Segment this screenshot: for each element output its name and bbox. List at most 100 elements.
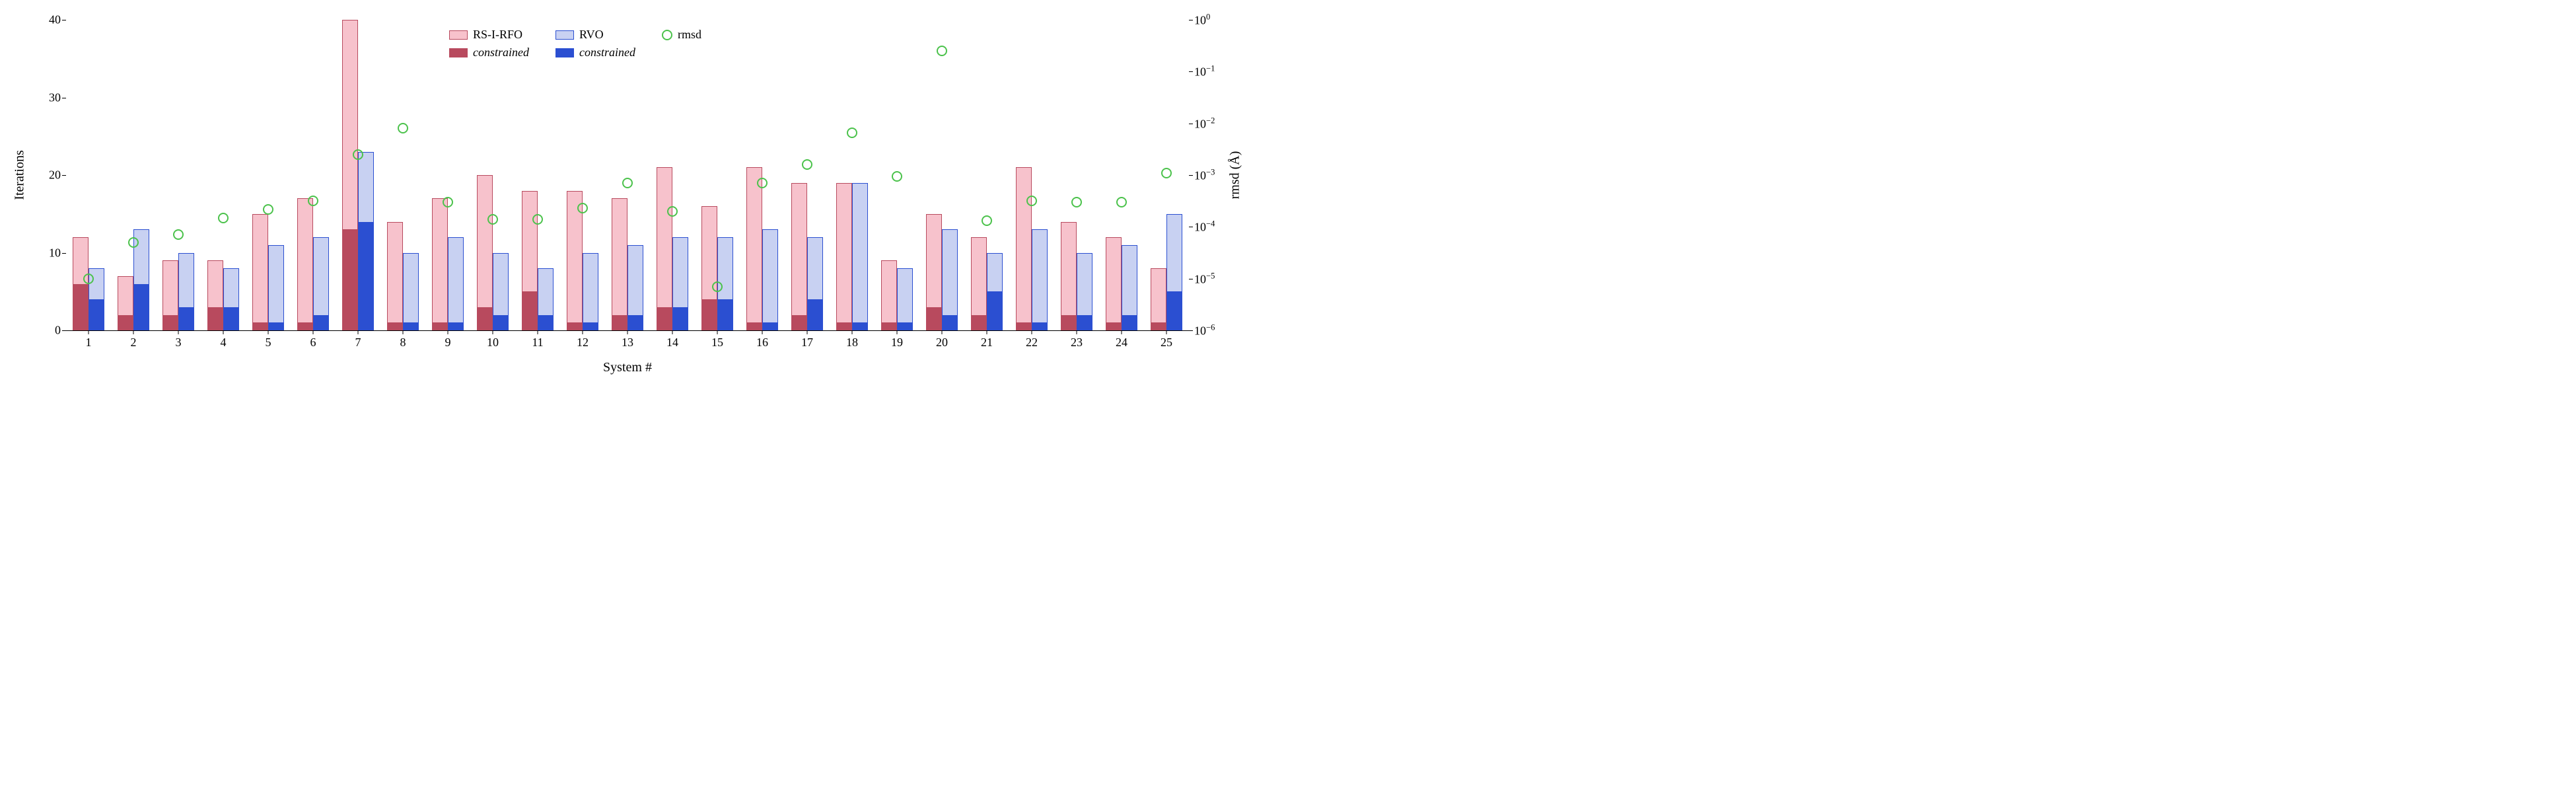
bar-rvo <box>403 253 419 331</box>
plot-area <box>66 20 1189 331</box>
ytick-right-label: 100 <box>1194 13 1210 28</box>
xtick-label: 22 <box>1026 336 1038 350</box>
legend-swatch <box>555 30 574 40</box>
xtick-label: 20 <box>936 336 948 350</box>
bar-rvo <box>583 253 598 331</box>
ytick-left-label: 30 <box>49 91 61 104</box>
bar-rvo-constrained <box>268 322 284 330</box>
legend-item-rs-constrained: constrained <box>449 46 529 59</box>
bar-rvo-constrained <box>133 284 149 331</box>
bar-rs-constrained <box>701 299 717 330</box>
xtick-label: 12 <box>577 336 589 350</box>
bar-rvo <box>448 237 464 330</box>
bar-rs-i-rfo <box>657 167 672 330</box>
bar-rs-constrained <box>207 307 223 330</box>
bar-rs-i-rfo <box>432 198 448 330</box>
xtick-label: 10 <box>487 336 499 350</box>
bar-rs-i-rfo <box>881 260 897 330</box>
legend-swatch <box>449 30 468 40</box>
legend-item-rs-i-rfo: RS-I-RFO <box>449 28 529 42</box>
bar-rs-constrained <box>612 315 627 331</box>
rmsd-marker <box>1071 197 1082 207</box>
xtick-label: 2 <box>131 336 137 350</box>
xtick-label: 15 <box>711 336 723 350</box>
bar-rvo-constrained <box>987 291 1003 330</box>
bar-rvo-constrained <box>852 322 868 330</box>
bar-rvo-constrained <box>223 307 239 330</box>
bar-rvo-constrained <box>1122 315 1137 331</box>
bar-rvo-constrained <box>1032 322 1048 330</box>
xtick-label: 16 <box>756 336 768 350</box>
bar-rs-i-rfo <box>387 222 403 331</box>
bar-rvo <box>762 229 778 330</box>
ytick-right-label: 10−6 <box>1194 323 1215 338</box>
bar-rvo-constrained <box>762 322 778 330</box>
xtick-label: 23 <box>1071 336 1083 350</box>
bar-rs-constrained <box>432 322 448 330</box>
bar-rs-i-rfo <box>836 183 852 330</box>
xtick-label: 7 <box>355 336 361 350</box>
legend-label: constrained <box>473 46 529 59</box>
bar-rs-constrained <box>73 284 89 331</box>
xtick-label: 8 <box>400 336 406 350</box>
bar-rvo-constrained <box>1077 315 1092 331</box>
bar-rs-constrained <box>746 322 762 330</box>
ytick-left-label: 20 <box>49 168 61 182</box>
rmsd-marker <box>532 214 543 225</box>
bar-rs-constrained <box>657 307 672 330</box>
bar-rs-constrained <box>926 307 942 330</box>
bar-rvo-constrained <box>897 322 913 330</box>
xtick-label: 11 <box>532 336 543 350</box>
ytick-left-label: 0 <box>55 324 61 338</box>
bar-rs-constrained <box>252 322 268 330</box>
ytick-right-label: 10−4 <box>1194 219 1215 235</box>
bar-rvo-constrained <box>583 322 598 330</box>
bar-rs-i-rfo <box>297 198 313 330</box>
xtick-label: 17 <box>801 336 813 350</box>
legend-item-rvo: RVO <box>555 28 635 42</box>
xtick-label: 18 <box>846 336 858 350</box>
rmsd-marker <box>712 281 723 292</box>
rmsd-marker <box>443 197 453 207</box>
rmsd-marker <box>667 206 678 217</box>
bar-rvo-constrained <box>942 315 958 331</box>
bar-rvo-constrained <box>448 322 464 330</box>
bar-rvo-constrained <box>493 315 509 331</box>
xtick-label: 21 <box>981 336 993 350</box>
xtick-label: 6 <box>310 336 316 350</box>
legend-label: RVO <box>579 28 604 42</box>
bar-rvo-constrained <box>403 322 419 330</box>
bar-rvo-constrained <box>717 299 733 330</box>
xtick-label: 3 <box>176 336 182 350</box>
rmsd-marker <box>1116 197 1127 207</box>
bar-rs-constrained <box>1151 322 1166 330</box>
bar-rs-constrained <box>297 322 313 330</box>
chart-legend: RS-I-RFO constrained RVO constrained rms… <box>449 28 701 59</box>
bar-rvo <box>1032 229 1048 330</box>
bar-rvo-constrained <box>672 307 688 330</box>
bar-rs-constrained <box>567 322 583 330</box>
y-axis-left: 010203040 <box>13 20 66 330</box>
legend-label: constrained <box>579 46 635 59</box>
ytick-left-label: 10 <box>49 246 61 260</box>
bar-rs-i-rfo <box>1016 167 1032 330</box>
bar-rs-i-rfo <box>612 198 627 330</box>
legend-swatch <box>449 48 468 57</box>
bar-rs-constrained <box>791 315 807 331</box>
rmsd-marker <box>83 274 94 284</box>
ytick-right-label: 10−2 <box>1194 116 1215 131</box>
bar-rvo-constrained <box>313 315 329 331</box>
rmsd-marker <box>577 203 588 213</box>
rmsd-marker <box>487 214 498 225</box>
rmsd-marker <box>218 213 229 223</box>
bar-rvo-constrained <box>358 222 374 331</box>
bar-rs-i-rfo <box>1106 237 1122 330</box>
bar-rs-constrained <box>836 322 852 330</box>
xtick-label: 14 <box>666 336 678 350</box>
bar-rvo-constrained <box>178 307 194 330</box>
rmsd-marker <box>982 215 992 226</box>
rmsd-marker <box>1026 196 1037 206</box>
bar-rs-constrained <box>162 315 178 331</box>
xtick-label: 9 <box>445 336 451 350</box>
bar-rvo-constrained <box>89 299 104 330</box>
